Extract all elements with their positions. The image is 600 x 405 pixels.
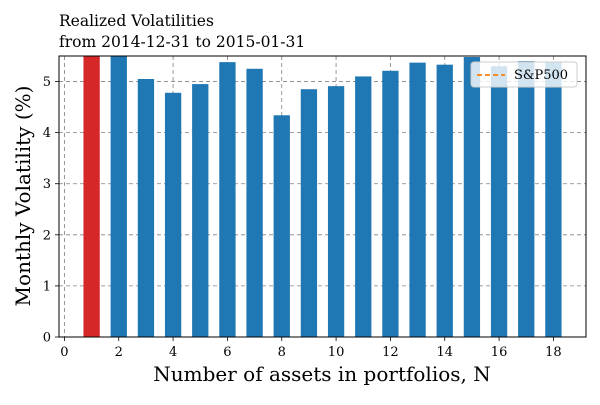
x-tick-label: 12 xyxy=(382,345,399,360)
bar-n-9 xyxy=(300,89,318,337)
y-tick-label: 5 xyxy=(43,75,51,90)
bar-n-12 xyxy=(382,70,399,337)
y-axis-label: Monthly Volatility (%) xyxy=(11,86,35,307)
bar-n-16 xyxy=(490,66,508,337)
bar-n-2 xyxy=(110,56,127,337)
x-tick-label: 2 xyxy=(115,345,123,360)
bar-n-17 xyxy=(518,61,535,337)
bar-n-8 xyxy=(273,115,290,337)
bars-layer xyxy=(83,56,562,337)
x-tick-label: 16 xyxy=(491,345,508,360)
x-tick-label: 0 xyxy=(60,345,68,360)
bar-n-1 xyxy=(83,56,100,337)
x-tick-label: 14 xyxy=(436,345,453,360)
y-tick-label: 2 xyxy=(43,228,51,243)
x-tick-label: 4 xyxy=(169,345,177,360)
chart-title: Realized Volatilities xyxy=(59,12,214,30)
bar-n-7 xyxy=(246,68,263,337)
bar-n-3 xyxy=(137,78,155,337)
chart-subtitle: from 2014-12-31 to 2015-01-31 xyxy=(59,33,306,51)
y-tick-label: 0 xyxy=(43,331,51,346)
bar-n-10 xyxy=(327,86,345,337)
bar-n-11 xyxy=(355,76,372,337)
y-tick-label: 1 xyxy=(43,279,51,294)
y-tick-label: 3 xyxy=(43,177,51,192)
bar-series xyxy=(83,56,562,337)
legend-label: S&P500 xyxy=(514,68,568,83)
x-tick-label: 6 xyxy=(223,345,231,360)
x-axis-label: Number of assets in portfolios, N xyxy=(153,362,490,386)
bar-n-6 xyxy=(219,62,236,337)
bar-n-4 xyxy=(164,92,182,337)
bar-n-18 xyxy=(545,62,562,337)
bar-n-14 xyxy=(436,64,453,337)
plot-frame xyxy=(58,55,587,338)
x-tick-label: 10 xyxy=(328,345,345,360)
bar-n-5 xyxy=(192,84,209,337)
x-tick-label: 18 xyxy=(545,345,562,360)
bar-n-13 xyxy=(409,62,426,337)
y-tick-label: 4 xyxy=(43,126,51,141)
x-tick-label: 8 xyxy=(278,345,286,360)
legend: S&P500 xyxy=(470,61,578,88)
bar-n-15 xyxy=(463,57,481,337)
legend-box xyxy=(470,61,578,88)
